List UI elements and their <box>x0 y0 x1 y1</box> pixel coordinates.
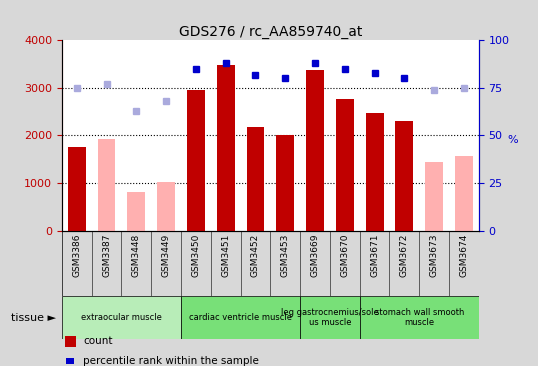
Text: percentile rank within the sample: percentile rank within the sample <box>83 356 259 366</box>
Text: GSM3448: GSM3448 <box>132 234 141 277</box>
Bar <box>187 90 205 231</box>
Y-axis label: %: % <box>507 135 518 145</box>
Text: extraocular muscle: extraocular muscle <box>81 313 162 322</box>
Text: GSM3453: GSM3453 <box>281 234 290 277</box>
Text: GSM3672: GSM3672 <box>400 234 409 277</box>
Text: GSM3386: GSM3386 <box>72 234 81 277</box>
Bar <box>97 139 116 231</box>
Bar <box>366 113 384 231</box>
Text: leg gastrocnemius/sole
us muscle: leg gastrocnemius/sole us muscle <box>281 308 379 327</box>
Text: GSM3387: GSM3387 <box>102 234 111 277</box>
Text: tissue ►: tissue ► <box>11 313 56 322</box>
Bar <box>277 135 294 231</box>
Bar <box>425 162 443 231</box>
Bar <box>300 296 360 339</box>
Bar <box>395 121 413 231</box>
Text: GSM3673: GSM3673 <box>430 234 438 277</box>
Bar <box>128 191 145 231</box>
Title: GDS276 / rc_AA859740_at: GDS276 / rc_AA859740_at <box>179 25 362 39</box>
Text: GSM3450: GSM3450 <box>192 234 200 277</box>
Text: count: count <box>83 336 113 346</box>
Text: GSM3449: GSM3449 <box>161 234 171 277</box>
Text: GSM3670: GSM3670 <box>341 234 349 277</box>
Text: GSM3671: GSM3671 <box>370 234 379 277</box>
Bar <box>217 65 235 231</box>
Text: GSM3451: GSM3451 <box>221 234 230 277</box>
Bar <box>62 296 181 339</box>
Bar <box>336 99 353 231</box>
Bar <box>68 147 86 231</box>
Bar <box>181 296 300 339</box>
Text: GSM3669: GSM3669 <box>310 234 320 277</box>
Bar <box>455 156 473 231</box>
Text: stomach wall smooth
muscle: stomach wall smooth muscle <box>374 308 464 327</box>
Text: GSM3674: GSM3674 <box>459 234 469 277</box>
Bar <box>157 182 175 231</box>
Bar <box>246 127 264 231</box>
Bar <box>306 70 324 231</box>
Text: GSM3452: GSM3452 <box>251 234 260 277</box>
Bar <box>360 296 479 339</box>
Text: cardiac ventricle muscle: cardiac ventricle muscle <box>189 313 292 322</box>
